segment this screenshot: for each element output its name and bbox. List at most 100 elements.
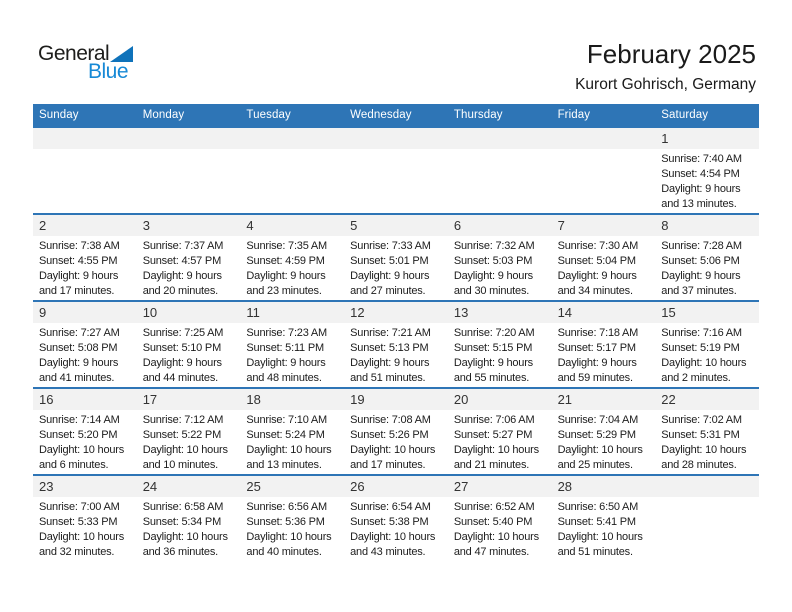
day-info: Sunrise: 7:28 AM Sunset: 5:06 PM Daylight:…	[655, 236, 759, 299]
sunset-text: Sunset: 5:10 PM	[142, 342, 222, 354]
sunrise-text: Sunrise: 7:02 AM	[661, 414, 742, 426]
day-number: 1	[655, 128, 759, 149]
day-cell: 3 Sunrise: 7:37 AM Sunset: 4:57 PM Daylight…	[136, 215, 241, 300]
day-cell: 20 Sunrise: 7:06 AM Sunset: 5:27 PM Dayligh…	[447, 389, 552, 474]
day-number	[551, 128, 656, 149]
sunset-text: Sunset: 5:17 PM	[557, 342, 637, 354]
weekday-header-cell: Friday	[557, 109, 591, 121]
daylight-text: Daylight: 9 hours and 34 minutes.	[557, 270, 637, 297]
day-number: 27	[447, 476, 552, 497]
sunset-text: Sunset: 5:31 PM	[661, 429, 740, 441]
day-cell: 16 Sunrise: 7:14 AM Sunset: 5:20 PM Dayligh…	[33, 389, 137, 474]
sunrise-text: Sunrise: 7:33 AM	[350, 240, 431, 252]
daylight-text: Daylight: 9 hours and 59 minutes.	[557, 357, 637, 384]
daylight-text: Daylight: 10 hours and 43 minutes.	[350, 531, 436, 558]
day-info: Sunrise: 7:06 AM Sunset: 5:27 PM Daylight:…	[448, 410, 552, 473]
day-info: Sunrise: 7:40 AM Sunset: 4:54 PM Daylight:…	[655, 149, 759, 212]
day-number: 24	[136, 476, 241, 497]
day-info: Sunrise: 7:21 AM Sunset: 5:13 PM Daylight:…	[344, 323, 448, 386]
daylight-text: Daylight: 10 hours and 32 minutes.	[39, 531, 125, 558]
day-number	[240, 128, 345, 149]
sunset-text: Sunset: 4:54 PM	[661, 168, 740, 180]
day-cell: 19 Sunrise: 7:08 AM Sunset: 5:26 PM Dayligh…	[344, 389, 448, 474]
daylight-text: Daylight: 10 hours and 36 minutes.	[142, 531, 228, 558]
weekday-header-cell: Thursday	[453, 109, 503, 121]
day-cell: 28 Sunrise: 6:50 AM Sunset: 5:41 PM Dayligh…	[551, 476, 656, 561]
sunrise-text: Sunrise: 7:28 AM	[661, 240, 742, 252]
sunrise-text: Sunrise: 6:52 AM	[453, 501, 535, 513]
sunset-text: Sunset: 5:01 PM	[350, 255, 429, 267]
sunrise-text: Sunrise: 7:38 AM	[39, 240, 120, 252]
calendar-table: Sunday Monday Tuesday Wednesday Thursday Frid…	[33, 104, 759, 561]
day-info: Sunrise: 6:58 AM Sunset: 5:34 PM Daylight:…	[137, 497, 241, 560]
day-info: Sunrise: 7:38 AM Sunset: 4:55 PM Daylight:…	[33, 236, 137, 299]
empty-day-cell	[447, 128, 552, 213]
sunset-text: Sunset: 5:04 PM	[557, 255, 637, 267]
sunrise-text: Sunrise: 7:00 AM	[39, 501, 120, 513]
daylight-text: Daylight: 9 hours and 51 minutes.	[350, 357, 430, 384]
day-info: Sunrise: 6:54 AM Sunset: 5:38 PM Daylight:…	[344, 497, 448, 560]
day-cell: 12 Sunrise: 7:21 AM Sunset: 5:13 PM Dayligh…	[344, 302, 448, 387]
day-cell: 6 Sunrise: 7:32 AM Sunset: 5:03 PM Daylight…	[447, 215, 552, 300]
sunrise-text: Sunrise: 7:08 AM	[350, 414, 431, 426]
sunrise-text: Sunrise: 7:23 AM	[246, 327, 327, 339]
day-info: Sunrise: 7:30 AM Sunset: 5:04 PM Daylight:…	[552, 236, 656, 299]
sunset-text: Sunset: 5:41 PM	[557, 516, 637, 528]
day-number: 12	[344, 302, 448, 323]
logo-text-general: General	[38, 42, 110, 65]
sunset-text: Sunset: 5:03 PM	[453, 255, 533, 267]
daylight-text: Daylight: 10 hours and 13 minutes.	[246, 444, 332, 471]
sunrise-text: Sunrise: 7:06 AM	[453, 414, 535, 426]
sunset-text: Sunset: 5:40 PM	[453, 516, 533, 528]
day-number: 28	[551, 476, 656, 497]
daylight-text: Daylight: 10 hours and 25 minutes.	[557, 444, 643, 471]
logo-text-blue: Blue	[88, 60, 129, 83]
weekday-header-cell: Sunday	[39, 109, 79, 121]
day-cell: 11 Sunrise: 7:23 AM Sunset: 5:11 PM Dayligh…	[240, 302, 345, 387]
day-info: Sunrise: 7:02 AM Sunset: 5:31 PM Daylight:…	[655, 410, 759, 473]
empty-day-cell	[344, 128, 448, 213]
day-cell: 24 Sunrise: 6:58 AM Sunset: 5:34 PM Dayligh…	[136, 476, 241, 561]
day-number: 22	[655, 389, 759, 410]
day-number: 16	[33, 389, 137, 410]
sunrise-text: Sunrise: 7:27 AM	[39, 327, 120, 339]
day-cell: 10 Sunrise: 7:25 AM Sunset: 5:10 PM Dayligh…	[136, 302, 241, 387]
sunrise-text: Sunrise: 7:16 AM	[661, 327, 742, 339]
day-number	[447, 128, 552, 149]
day-info: Sunrise: 7:20 AM Sunset: 5:15 PM Daylight:…	[448, 323, 552, 386]
general-blue-logo: General Blue	[38, 42, 134, 83]
day-number: 8	[655, 215, 759, 236]
day-info: Sunrise: 7:35 AM Sunset: 4:59 PM Daylight:…	[240, 236, 344, 299]
day-number	[33, 128, 137, 149]
sunrise-text: Sunrise: 7:32 AM	[453, 240, 535, 252]
day-number: 5	[344, 215, 448, 236]
day-cell: 21 Sunrise: 7:04 AM Sunset: 5:29 PM Dayligh…	[551, 389, 656, 474]
sunrise-text: Sunrise: 7:21 AM	[350, 327, 431, 339]
sunset-text: Sunset: 4:57 PM	[142, 255, 222, 267]
day-number	[344, 128, 448, 149]
day-cell: 5 Sunrise: 7:33 AM Sunset: 5:01 PM Daylight…	[344, 215, 448, 300]
sunrise-text: Sunrise: 7:35 AM	[246, 240, 327, 252]
day-info: Sunrise: 7:04 AM Sunset: 5:29 PM Daylight:…	[552, 410, 656, 473]
sunset-text: Sunset: 4:59 PM	[246, 255, 325, 267]
day-number: 17	[136, 389, 241, 410]
day-number: 14	[551, 302, 656, 323]
day-cell: 23 Sunrise: 7:00 AM Sunset: 5:33 PM Dayligh…	[33, 476, 137, 561]
day-number: 25	[240, 476, 345, 497]
day-info: Sunrise: 6:50 AM Sunset: 5:41 PM Daylight:…	[552, 497, 656, 560]
day-number	[655, 476, 759, 497]
day-number: 10	[136, 302, 241, 323]
daylight-text: Daylight: 9 hours and 37 minutes.	[661, 270, 741, 297]
day-number: 15	[655, 302, 759, 323]
day-info: Sunrise: 7:08 AM Sunset: 5:26 PM Daylight:…	[344, 410, 448, 473]
day-cell: 9 Sunrise: 7:27 AM Sunset: 5:08 PM Daylight…	[33, 302, 137, 387]
sunset-text: Sunset: 5:26 PM	[350, 429, 429, 441]
day-cell: 26 Sunrise: 6:54 AM Sunset: 5:38 PM Dayligh…	[344, 476, 448, 561]
weekday-header-cell: Wednesday	[350, 109, 412, 121]
day-number: 26	[344, 476, 448, 497]
daylight-text: Daylight: 10 hours and 10 minutes.	[142, 444, 228, 471]
sunset-text: Sunset: 5:15 PM	[453, 342, 533, 354]
empty-day-cell	[240, 128, 345, 213]
sunrise-text: Sunrise: 7:40 AM	[661, 153, 742, 165]
